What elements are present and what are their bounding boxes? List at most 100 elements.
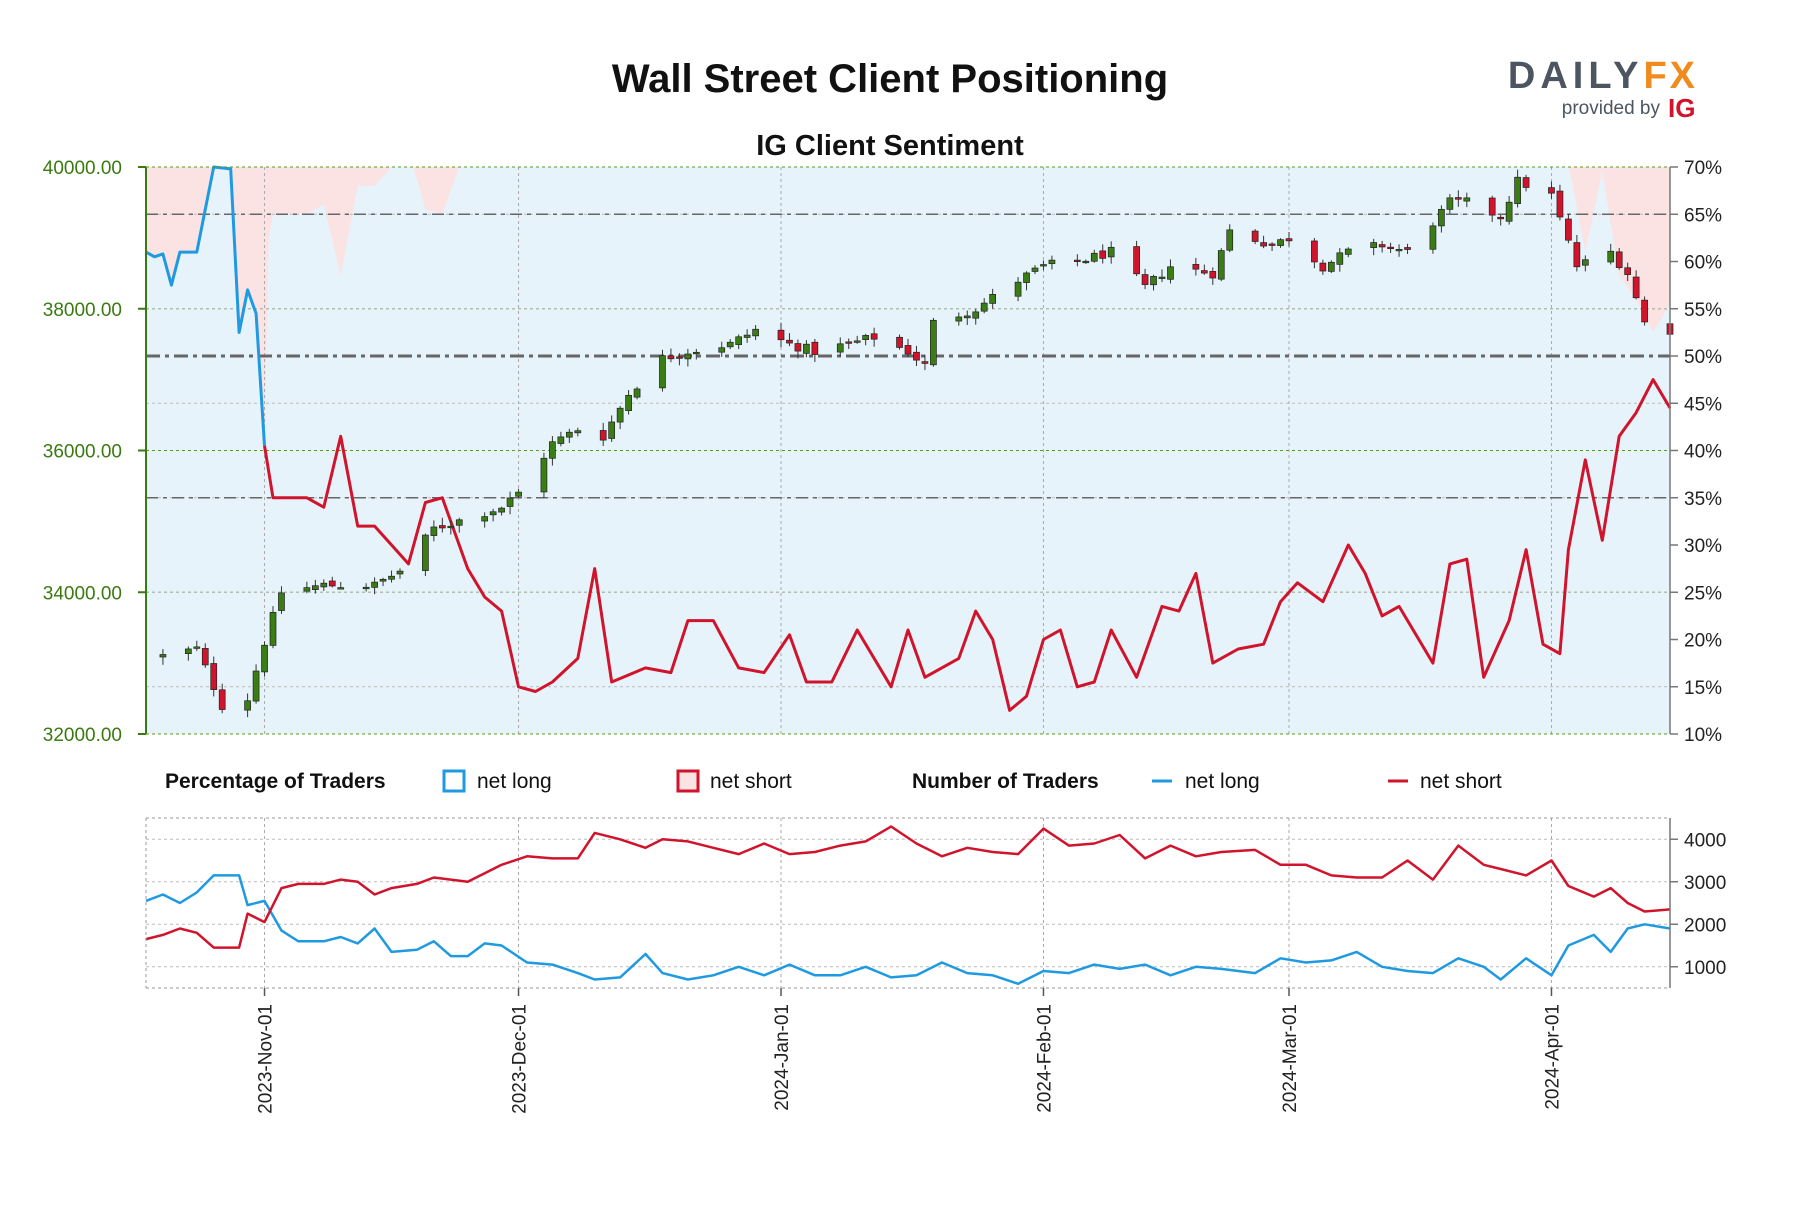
candle-body xyxy=(193,646,201,649)
candle-body xyxy=(667,355,675,360)
candle xyxy=(201,643,209,668)
candle xyxy=(1150,274,1157,291)
candle-body xyxy=(218,689,226,710)
candle-body xyxy=(1277,239,1284,246)
candle-body xyxy=(540,457,548,493)
candle xyxy=(1632,270,1640,300)
candle xyxy=(1556,184,1564,221)
candle xyxy=(252,664,260,704)
date-tick-label: 2024-Mar-01 xyxy=(1280,1004,1301,1113)
candle xyxy=(1522,174,1530,192)
candle xyxy=(777,322,785,348)
candle xyxy=(921,354,929,371)
candle xyxy=(1336,248,1344,272)
candle-body xyxy=(870,333,878,340)
candle xyxy=(1488,195,1496,222)
price-tick-label: 32000.00 xyxy=(43,725,122,746)
candle xyxy=(989,288,997,309)
candle-body xyxy=(320,582,328,588)
price-tick-label: 40000.00 xyxy=(43,158,122,179)
candle-body xyxy=(489,511,497,516)
candle-body xyxy=(1514,176,1521,204)
candle xyxy=(786,333,793,347)
candle-body xyxy=(1344,248,1352,255)
candle xyxy=(963,310,971,326)
candle xyxy=(1099,244,1107,264)
candle-body xyxy=(836,343,844,353)
candle-body xyxy=(252,670,260,702)
candle xyxy=(1217,248,1225,282)
trader-count-tick-label: 4000 xyxy=(1684,830,1726,851)
candle-body xyxy=(278,592,285,611)
candle-body xyxy=(1268,243,1276,246)
date-tick-label: 2024-Jan-01 xyxy=(772,1004,793,1111)
chart-title: Wall Street Client Positioning xyxy=(612,57,1168,101)
candle xyxy=(447,520,455,535)
candle xyxy=(1319,259,1327,275)
candle xyxy=(735,334,743,350)
candle-body xyxy=(803,343,810,354)
candle xyxy=(794,339,802,359)
candle-body xyxy=(1615,251,1623,268)
candle-body xyxy=(1311,240,1318,263)
candle xyxy=(599,422,607,446)
legend-num-net-long-label: net long xyxy=(1185,770,1260,793)
candle-body xyxy=(955,316,963,322)
candle xyxy=(159,649,167,665)
candle-body xyxy=(430,526,438,536)
candle xyxy=(540,452,548,498)
candle-body xyxy=(438,525,446,529)
date-tick-label: 2024-Apr-01 xyxy=(1542,1004,1563,1110)
candle-body xyxy=(396,570,404,575)
candle-body xyxy=(786,339,793,344)
candle-body xyxy=(1251,230,1259,242)
candle xyxy=(210,656,218,697)
candle-body xyxy=(1522,177,1530,188)
candle xyxy=(371,577,378,595)
candle xyxy=(422,533,429,577)
candle-body xyxy=(633,388,641,398)
percentage-tick-label: 60% xyxy=(1684,253,1722,274)
brand-name-accent: FX xyxy=(1643,55,1698,97)
candle xyxy=(481,512,489,528)
price-axis-ticks: 32000.00 34000.00 36000.00 38000.00 40000.00 xyxy=(43,158,146,746)
candle xyxy=(1327,260,1335,274)
candle-body xyxy=(1217,250,1225,280)
candle xyxy=(311,579,319,594)
candle xyxy=(1581,255,1589,272)
candle xyxy=(193,640,201,651)
candle-body xyxy=(261,644,268,673)
candle xyxy=(1454,190,1462,207)
candle-body xyxy=(963,315,971,319)
candle-body xyxy=(1556,190,1564,218)
candle-body xyxy=(1387,246,1394,250)
candle xyxy=(1573,235,1581,272)
chart-subtitle: IG Client Sentiment xyxy=(756,130,1024,162)
percentage-tick-label: 55% xyxy=(1684,300,1722,321)
candle xyxy=(862,333,870,346)
candle-body xyxy=(1200,270,1208,274)
candle-body xyxy=(1438,208,1445,227)
candle xyxy=(328,576,336,588)
candle-body xyxy=(337,587,345,590)
legend-percentage-heading: Percentage of Traders xyxy=(165,770,386,793)
candle xyxy=(836,337,844,357)
candle xyxy=(396,568,404,579)
price-tick-label: 36000.00 xyxy=(43,442,122,463)
candle-body xyxy=(565,431,573,438)
candle-body xyxy=(455,519,463,526)
candle-body xyxy=(1565,218,1572,241)
candle-body xyxy=(1014,281,1022,297)
candle xyxy=(1082,259,1090,264)
candle-body xyxy=(625,394,632,411)
candle xyxy=(1133,240,1140,277)
candle xyxy=(726,339,734,350)
candle xyxy=(1378,240,1386,253)
percentage-tick-label: 25% xyxy=(1684,583,1722,604)
candle-body xyxy=(989,293,997,304)
net-short-count-line xyxy=(145,825,1671,949)
candle xyxy=(1031,265,1039,275)
candle xyxy=(1073,254,1081,267)
candle-body xyxy=(1158,276,1166,279)
